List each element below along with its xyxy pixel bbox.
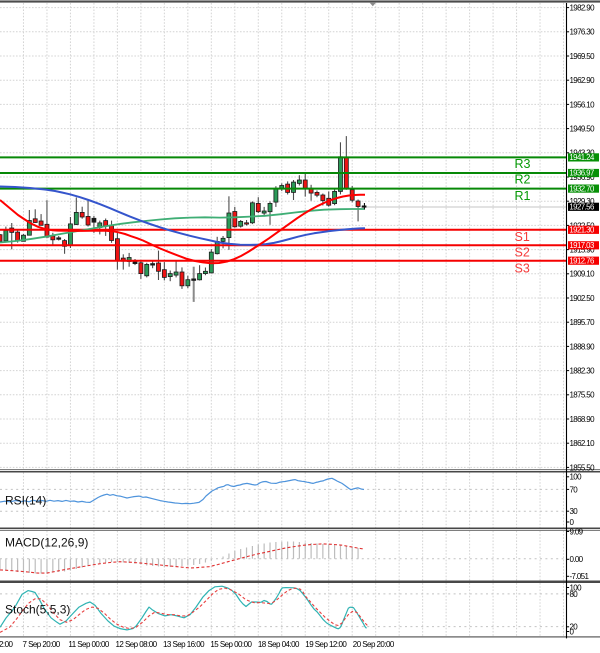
svg-text:1862.10: 1862.10	[570, 439, 596, 448]
svg-text:1855.50: 1855.50	[570, 463, 596, 472]
svg-text:1929.30: 1929.30	[570, 197, 596, 206]
svg-text:9.09: 9.09	[570, 527, 584, 536]
svg-text:1902.50: 1902.50	[570, 294, 596, 303]
svg-text:S1: S1	[515, 230, 530, 244]
svg-text:0: 0	[570, 518, 575, 527]
svg-text:1909.10: 1909.10	[570, 270, 596, 279]
svg-text:0: 0	[570, 627, 575, 636]
svg-text:R2: R2	[515, 173, 531, 187]
svg-text:1962.90: 1962.90	[570, 76, 596, 85]
svg-text:70: 70	[570, 485, 579, 494]
svg-text:1932.70: 1932.70	[569, 184, 595, 193]
svg-text:S2: S2	[515, 246, 530, 260]
svg-text:1982.90: 1982.90	[570, 4, 596, 13]
svg-text:19 Sep 12:00: 19 Sep 12:00	[305, 640, 347, 649]
svg-text:1943.30: 1943.30	[570, 149, 596, 158]
svg-text:1969.50: 1969.50	[570, 52, 596, 61]
svg-text:15 Sep 00:00: 15 Sep 00:00	[210, 640, 252, 649]
svg-text:18 Sep 04:00: 18 Sep 04:00	[258, 640, 300, 649]
svg-text:13 Sep 16:00: 13 Sep 16:00	[163, 640, 205, 649]
svg-text:1868.90: 1868.90	[570, 415, 596, 424]
svg-text:MACD(12,26,9): MACD(12,26,9)	[5, 536, 88, 550]
svg-text:80: 80	[570, 590, 579, 599]
svg-text:20: 20	[570, 623, 579, 632]
svg-text:1927.56: 1927.56	[569, 203, 594, 212]
svg-text:100: 100	[570, 583, 583, 592]
svg-text:1912.76: 1912.76	[569, 256, 594, 265]
svg-text:0.00: 0.00	[570, 555, 584, 564]
svg-text:11 Sep 00:00: 11 Sep 00:00	[68, 640, 110, 649]
svg-text:R1: R1	[515, 189, 531, 203]
svg-text:1936.97: 1936.97	[569, 169, 594, 178]
svg-text:1917.03: 1917.03	[569, 241, 594, 250]
svg-text:7 Sep 20:00: 7 Sep 20:00	[23, 640, 61, 649]
svg-text:1936.90: 1936.90	[570, 173, 596, 182]
svg-text:1875.50: 1875.50	[570, 391, 596, 400]
svg-text:2:00: 2:00	[0, 640, 13, 649]
svg-text:S3: S3	[515, 261, 530, 275]
svg-text:20 Sep 20:00: 20 Sep 20:00	[353, 640, 395, 649]
svg-text:RSI(14): RSI(14)	[5, 494, 46, 508]
svg-text:1921.30: 1921.30	[569, 226, 595, 235]
svg-text:1915.90: 1915.90	[570, 246, 596, 255]
svg-text:100: 100	[570, 473, 583, 482]
svg-text:1882.30: 1882.30	[570, 367, 596, 376]
svg-text:12 Sep 08:00: 12 Sep 08:00	[116, 640, 158, 649]
svg-text:30: 30	[570, 507, 579, 516]
svg-text:1888.90: 1888.90	[570, 342, 596, 351]
svg-text:1956.10: 1956.10	[570, 100, 596, 109]
svg-text:-7.051: -7.051	[570, 572, 590, 581]
svg-text:1949.50: 1949.50	[570, 125, 596, 134]
svg-text:Stoch(5,5,3): Stoch(5,5,3)	[5, 603, 70, 617]
svg-text:R3: R3	[515, 157, 531, 171]
svg-text:1976.30: 1976.30	[570, 28, 596, 37]
svg-text:1941.24: 1941.24	[569, 153, 595, 162]
svg-text:1895.70: 1895.70	[570, 318, 596, 327]
